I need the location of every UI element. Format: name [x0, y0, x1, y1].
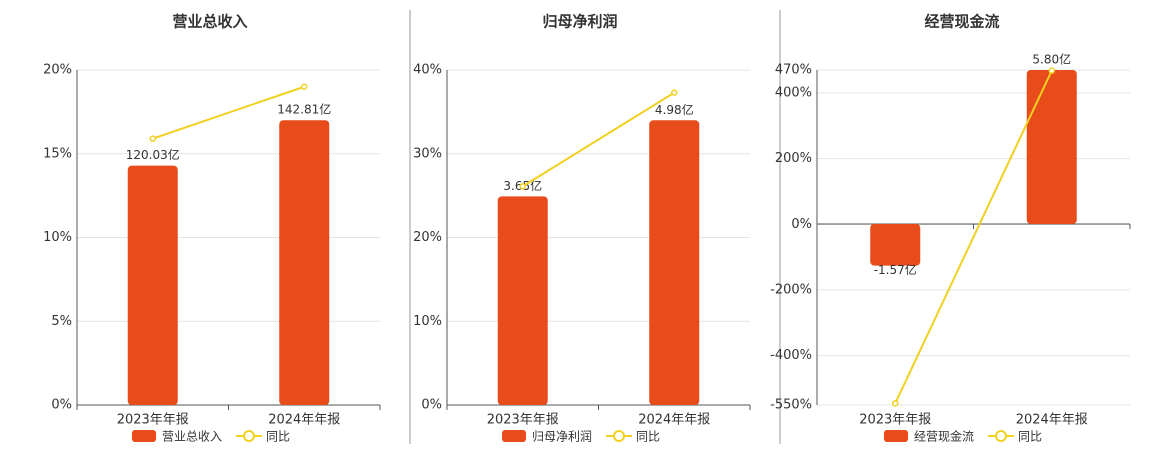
y-tick-label: 200% — [775, 151, 812, 166]
line-point — [301, 83, 308, 90]
value-label: -1.57亿 — [874, 262, 917, 277]
legend-label: 归母净利润 — [532, 430, 592, 444]
x-tick-label: 2024年年报 — [638, 413, 710, 428]
chart-title: 经营现金流 — [924, 13, 999, 31]
legend-swatch — [243, 430, 255, 442]
x-tick-label: 2023年年报 — [859, 413, 931, 428]
x-tick-label: 2024年年报 — [1016, 413, 1088, 428]
legend-label: 经营现金流 — [914, 429, 974, 444]
line — [522, 91, 675, 188]
line — [894, 70, 1053, 404]
y-tick-label: 20% — [413, 230, 442, 245]
y-tick-label: 0% — [791, 217, 812, 232]
y-tick-label: 15% — [43, 146, 72, 161]
bar — [870, 223, 921, 266]
bar — [497, 196, 548, 405]
legend-swatch — [502, 430, 526, 442]
bar — [127, 165, 178, 405]
x-tick-label: 2023年年报 — [487, 413, 559, 428]
legend-swatch — [132, 430, 156, 442]
y-tick-label: -550% — [770, 398, 812, 413]
y-tick-label: 0% — [51, 398, 72, 413]
chart-title: 营业总收入 — [172, 13, 247, 31]
y-tick-label: 30% — [413, 146, 442, 161]
y-tick-label: 10% — [43, 230, 72, 245]
y-tick-label: 10% — [413, 314, 442, 329]
value-label: 5.80亿 — [1032, 52, 1071, 67]
legend-swatch — [884, 430, 908, 442]
legend-label: 同比 — [1018, 430, 1042, 444]
value-label: 142.81亿 — [277, 102, 331, 117]
value-label: 120.03亿 — [126, 147, 180, 162]
bar — [1026, 70, 1077, 224]
line-point — [519, 183, 526, 190]
chart-title: 归母净利润 — [542, 13, 617, 31]
y-tick-label: -200% — [770, 283, 812, 298]
bar — [649, 120, 700, 406]
legend-label: 同比 — [266, 430, 290, 444]
y-tick-label: 5% — [51, 314, 72, 329]
y-tick-label: 470% — [775, 63, 812, 78]
legend-swatch — [995, 430, 1007, 442]
line-point — [892, 400, 899, 407]
y-tick-label: 20% — [43, 63, 72, 78]
line-point — [149, 135, 156, 142]
bar — [279, 120, 330, 406]
x-tick-label: 2024年年报 — [268, 413, 340, 428]
y-tick-label: 400% — [775, 85, 812, 100]
legend-label: 同比 — [636, 430, 660, 444]
legend-swatch — [613, 430, 625, 442]
line-point — [671, 89, 678, 96]
y-tick-label: -400% — [770, 348, 812, 363]
x-tick-label: 2023年年报 — [117, 413, 189, 428]
y-tick-label: 40% — [413, 63, 442, 78]
y-tick-label: 0% — [421, 398, 442, 413]
value-label: 4.98亿 — [655, 102, 694, 117]
line — [152, 85, 305, 140]
line-point — [1048, 67, 1055, 74]
legend-label: 营业总收入 — [162, 430, 222, 444]
